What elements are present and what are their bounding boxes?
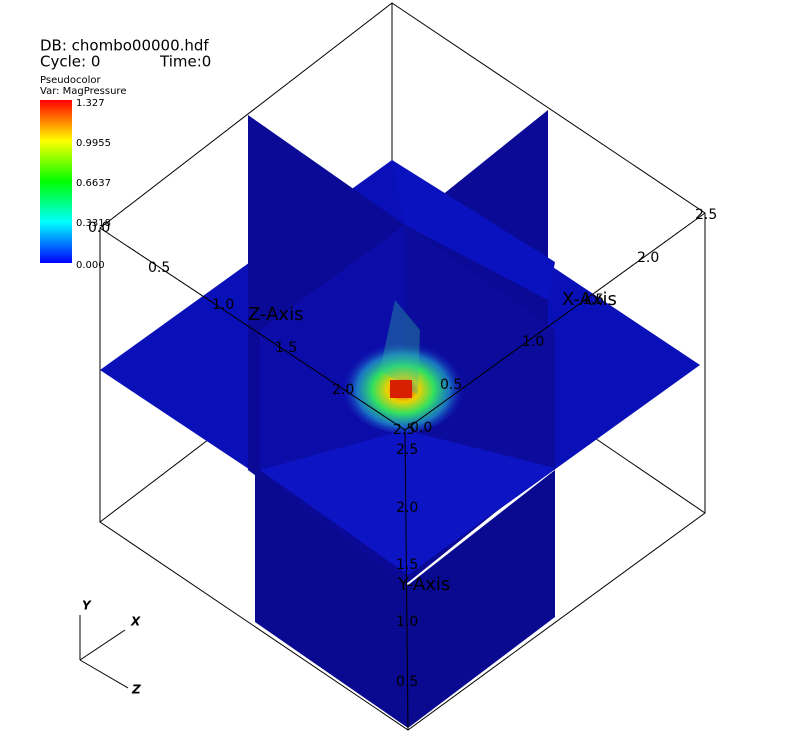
time-label: Time:0	[159, 53, 211, 71]
y-tick-label: 2.0	[396, 500, 418, 516]
cycle-label: Cycle: 0	[40, 53, 100, 71]
triad	[79, 615, 129, 689]
database-label: DB: chombo00000.hdf	[40, 37, 209, 55]
triad-label: Y	[82, 599, 92, 613]
y-tick-label: 1.5	[396, 557, 418, 573]
z-axis-title: Z-Axis	[248, 304, 303, 325]
z-tick-label: 0.5	[148, 260, 170, 276]
x-tick-label: 2.0	[637, 250, 659, 266]
x-tick-label: 1.0	[522, 334, 544, 350]
triad-label: Z	[131, 683, 141, 697]
legend-label: 0.9955	[76, 138, 111, 149]
x-tick-label: 0.0	[410, 420, 432, 436]
triad-label: X	[130, 615, 141, 629]
y-tick-label: 2.5	[396, 442, 418, 458]
z-tick-label: 0.0	[88, 220, 110, 236]
legend-label: 0.000	[76, 260, 105, 271]
legend-plot: Pseudocolor	[40, 75, 102, 86]
legend-label: 0.3318	[76, 218, 111, 229]
x-tick-label: 1.5	[582, 292, 604, 308]
legend-label: 1.327	[76, 98, 105, 109]
axes	[99, 212, 706, 731]
color-bar	[40, 100, 72, 263]
z-tick-label: 1.0	[212, 297, 234, 313]
z-tick-label: 1.5	[275, 340, 297, 356]
slice-planes	[100, 110, 700, 728]
y-axis-title: Y-Axis	[397, 574, 450, 595]
x-tick-label: 0.5	[440, 377, 462, 393]
z-tick-label: 2.5	[393, 422, 415, 438]
x-tick-label: 2.5	[695, 207, 717, 223]
y-tick-label: 0.5	[396, 674, 418, 690]
x-axis-title: X-Axis	[562, 289, 617, 310]
legend-variable: Var: MagPressure	[40, 86, 126, 97]
y-tick-label: 1.0	[396, 614, 418, 630]
legend-label: 0.6637	[76, 178, 111, 189]
z-tick-label: 2.0	[332, 382, 354, 398]
